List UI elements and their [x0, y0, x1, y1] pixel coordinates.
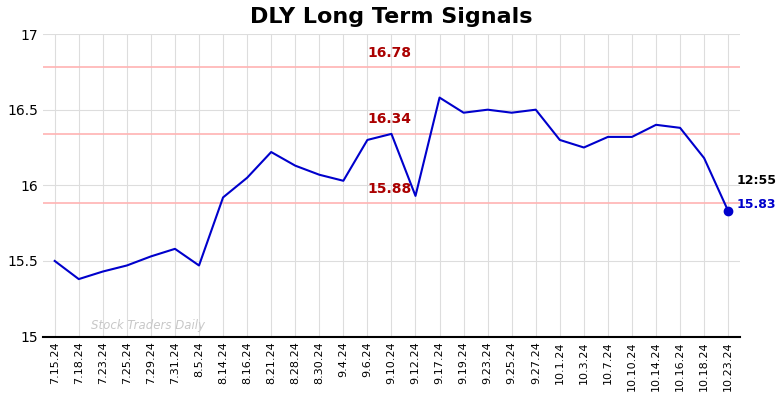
Text: 12:55: 12:55 — [737, 174, 777, 187]
Text: Stock Traders Daily: Stock Traders Daily — [91, 319, 205, 332]
Text: 15.83: 15.83 — [737, 199, 776, 211]
Text: 16.34: 16.34 — [368, 112, 412, 126]
Text: 16.78: 16.78 — [368, 46, 412, 60]
Text: 15.88: 15.88 — [368, 182, 412, 196]
Title: DLY Long Term Signals: DLY Long Term Signals — [250, 7, 532, 27]
